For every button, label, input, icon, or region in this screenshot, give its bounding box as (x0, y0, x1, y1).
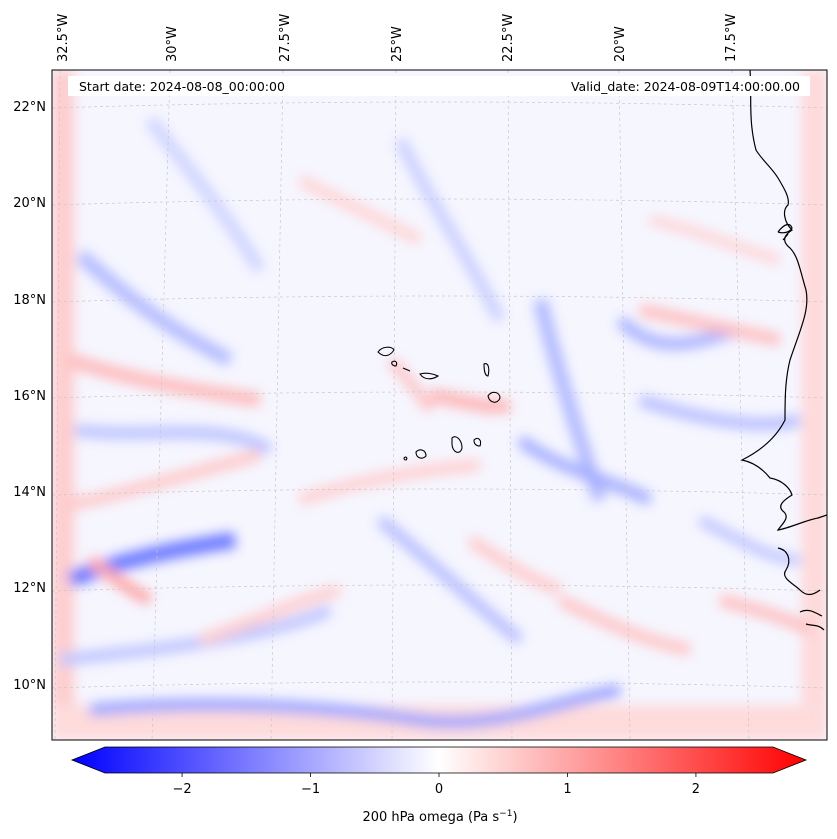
lat-label: 20°N (13, 196, 46, 211)
lon-label: 22.5°W (501, 14, 516, 62)
colorbar-tick-label: −1 (301, 782, 320, 797)
plot-frame (51, 69, 828, 741)
lat-label: 10°N (13, 678, 46, 693)
lat-label: 18°N (13, 293, 46, 308)
lon-label: 20°W (613, 26, 628, 62)
colorbar-bar (70, 746, 808, 774)
start-date-label: Start date: 2024-08-08_00:00:00 (79, 79, 285, 94)
colorbar-tick-label: −2 (172, 782, 191, 797)
omega-field (52, 70, 827, 740)
lon-label: 30°W (165, 26, 180, 62)
cape-verde-islands (377, 346, 501, 461)
lat-label: 22°N (13, 100, 46, 115)
graticule (52, 70, 827, 740)
colorbar-ticks: −2 −1 0 1 2 (172, 773, 700, 797)
lon-label: 27.5°W (278, 14, 293, 62)
longitude-labels: 32.5°W 30°W 27.5°W 25°W 22.5°W 20°W 17.5… (56, 14, 739, 62)
colorbar-tick-label: 1 (563, 782, 571, 797)
latitude-labels: 22°N 20°N 18°N 16°N 14°N 12°N 10°N (13, 100, 46, 693)
lon-label: 32.5°W (56, 14, 71, 62)
lon-label: 25°W (390, 26, 405, 62)
title-strip (68, 76, 810, 96)
valid-date-label: Valid_date: 2024-08-09T14:00:00.00 (571, 79, 800, 94)
lon-label: 17.5°W (724, 14, 739, 62)
colorbar-label: 200 hPa omega (Pa s−1) (362, 809, 517, 825)
colorbar-tick-label: 0 (435, 782, 443, 797)
lat-label: 16°N (13, 389, 46, 404)
colorbar: −2 −1 0 1 2 200 hPa omega (Pa s−1) (70, 746, 808, 825)
colorbar-tick-label: 2 (692, 782, 700, 797)
lat-label: 12°N (13, 581, 46, 596)
lat-label: 14°N (13, 485, 46, 500)
coastline (740, 70, 827, 631)
